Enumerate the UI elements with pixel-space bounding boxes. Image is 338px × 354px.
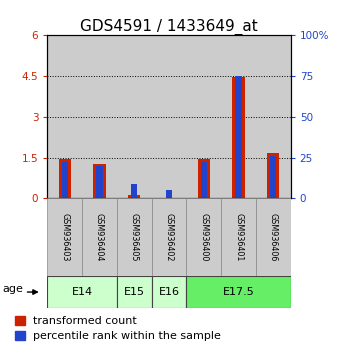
Bar [186, 276, 291, 308]
Bar [201, 162, 207, 198]
Legend: transformed count, percentile rank within the sample: transformed count, percentile rank withi… [12, 314, 223, 343]
Bar [117, 35, 152, 198]
Text: GSM936402: GSM936402 [165, 213, 173, 262]
Bar [270, 156, 276, 198]
Bar [152, 198, 186, 276]
Text: age: age [2, 284, 23, 294]
Bar [267, 153, 280, 198]
Text: E14: E14 [72, 287, 93, 297]
Bar [93, 164, 105, 198]
Bar [221, 35, 256, 198]
Text: GSM936406: GSM936406 [269, 213, 278, 261]
Text: GSM936403: GSM936403 [60, 213, 69, 261]
Bar [117, 276, 152, 308]
Text: E16: E16 [159, 287, 179, 297]
Bar [166, 190, 172, 198]
Text: E15: E15 [124, 287, 145, 297]
Text: GSM936401: GSM936401 [234, 213, 243, 261]
Bar [256, 35, 291, 198]
Bar [233, 77, 245, 198]
Bar [62, 162, 68, 198]
Bar [96, 166, 103, 198]
Text: GSM936405: GSM936405 [130, 213, 139, 262]
Bar [152, 276, 186, 308]
Bar [131, 184, 137, 198]
Bar [82, 35, 117, 198]
Bar [47, 276, 117, 308]
Bar [82, 198, 117, 276]
Bar [47, 35, 82, 198]
Bar [256, 198, 291, 276]
Title: GDS4591 / 1433649_at: GDS4591 / 1433649_at [80, 19, 258, 35]
Bar [117, 198, 152, 276]
Text: E17.5: E17.5 [223, 287, 255, 297]
Bar [58, 159, 71, 198]
Text: GSM936400: GSM936400 [199, 213, 208, 261]
Bar [152, 35, 186, 198]
Bar [186, 198, 221, 276]
Bar [47, 198, 82, 276]
Bar [235, 76, 242, 198]
Bar [221, 198, 256, 276]
Bar [186, 35, 221, 198]
Text: GSM936404: GSM936404 [95, 213, 104, 261]
Bar [198, 159, 210, 198]
Bar [128, 195, 140, 198]
